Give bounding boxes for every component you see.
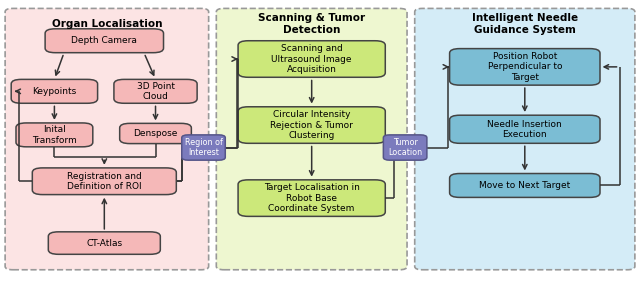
Text: Needle Insertion
Execution: Needle Insertion Execution: [488, 119, 562, 139]
Text: Depth Camera: Depth Camera: [72, 36, 137, 45]
Text: Region of
Interest: Region of Interest: [184, 138, 223, 157]
Text: Scanning & Tumor
Detection: Scanning & Tumor Detection: [258, 13, 365, 35]
FancyBboxPatch shape: [216, 8, 407, 270]
FancyBboxPatch shape: [12, 79, 98, 103]
FancyBboxPatch shape: [415, 8, 635, 270]
Text: 3D Point
Cloud: 3D Point Cloud: [136, 81, 175, 101]
Text: Registration and
Definition of ROI: Registration and Definition of ROI: [67, 171, 141, 191]
Text: Scanning and
Ultrasound Image
Acquisition: Scanning and Ultrasound Image Acquisitio…: [271, 44, 352, 74]
FancyBboxPatch shape: [16, 123, 93, 147]
Text: Keypoints: Keypoints: [32, 87, 77, 96]
FancyBboxPatch shape: [238, 41, 385, 77]
FancyBboxPatch shape: [449, 173, 600, 197]
FancyBboxPatch shape: [49, 232, 160, 254]
Text: Denspose: Denspose: [133, 129, 178, 138]
Text: Move to Next Target: Move to Next Target: [479, 181, 570, 190]
FancyBboxPatch shape: [114, 79, 197, 103]
Text: Target Localisation in
Robot Base
Coordinate System: Target Localisation in Robot Base Coordi…: [264, 183, 360, 213]
FancyBboxPatch shape: [32, 168, 177, 194]
FancyBboxPatch shape: [182, 135, 225, 160]
FancyBboxPatch shape: [238, 180, 385, 216]
Text: Intelligent Needle
Guidance System: Intelligent Needle Guidance System: [472, 13, 578, 35]
FancyBboxPatch shape: [45, 29, 164, 53]
Text: Position Robot
Perpendicular to
Target: Position Robot Perpendicular to Target: [488, 52, 562, 82]
FancyBboxPatch shape: [449, 115, 600, 143]
FancyBboxPatch shape: [449, 49, 600, 85]
Text: Tumor
Location: Tumor Location: [388, 138, 422, 157]
FancyBboxPatch shape: [120, 123, 191, 144]
FancyBboxPatch shape: [383, 135, 427, 160]
Text: CT-Atlas: CT-Atlas: [86, 239, 122, 248]
FancyBboxPatch shape: [5, 8, 209, 270]
FancyBboxPatch shape: [238, 107, 385, 143]
Text: Organ Localisation: Organ Localisation: [52, 19, 162, 29]
Text: Inital
Transform: Inital Transform: [32, 125, 77, 145]
Text: Circular Intensity
Rejection & Tumor
Clustering: Circular Intensity Rejection & Tumor Clu…: [270, 110, 353, 140]
